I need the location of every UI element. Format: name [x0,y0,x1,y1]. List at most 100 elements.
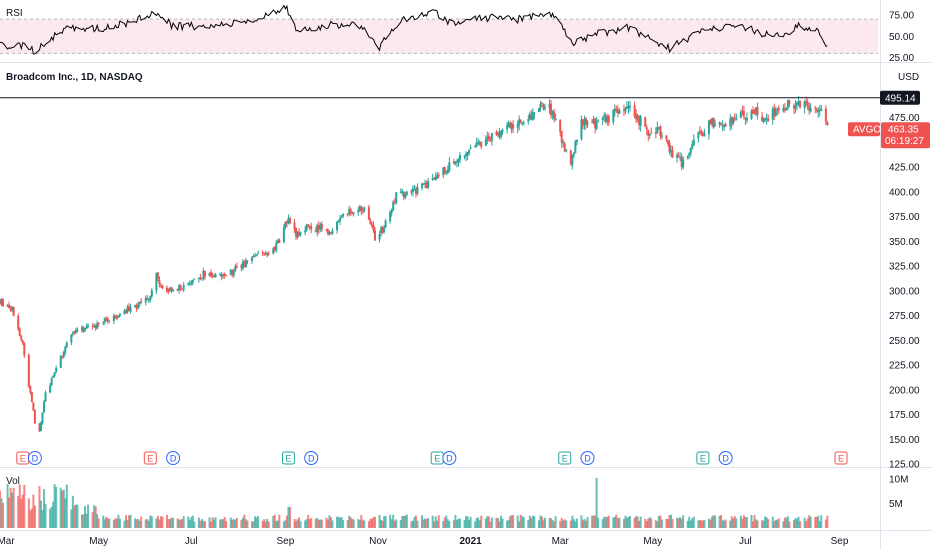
price-axis[interactable]: 125.00 150.00 175.00 200.00 225.00 250.00 275.… [848,10,930,510]
dividend-icon: D [166,451,181,465]
volume-bar [223,516,226,528]
candle-body [478,142,481,144]
volume-bar [446,519,449,528]
candle-body [229,269,232,275]
volume-bar [267,521,270,528]
dividend-icon: D [304,451,319,465]
volume-bar [522,517,525,528]
candle-body [135,304,138,309]
volume-bar [128,515,131,528]
candle-body [2,299,5,307]
candle-body [732,118,735,124]
candle-body [487,135,490,140]
volume-bar [796,518,799,528]
candle-body [475,142,478,147]
candle-body [346,213,349,215]
candle-body [82,326,85,332]
volume-bar [155,518,158,528]
volume-tick-label: 10M [889,474,908,485]
volume-bar [671,518,674,528]
volume-bar [486,516,489,528]
candle-body [49,385,52,393]
volume-bar [97,518,100,528]
volume-bar [378,514,381,528]
candle-body [108,320,111,322]
candle-body [125,311,128,314]
volume-bar [510,515,513,528]
volume-bar [410,521,413,528]
candle-body [455,162,458,164]
candle-body [267,253,270,255]
candle-body [351,212,354,214]
candle-body [671,150,674,158]
volume-bar [422,519,425,528]
candle-body [295,228,298,237]
volume-bar [6,483,9,528]
volume-bar [331,520,334,528]
candle-body [140,300,143,302]
volume-axis-ticks: 5M 10M [889,474,908,510]
volume-pane[interactable]: Vol [0,476,829,528]
volume-bar [806,518,809,528]
time-axis[interactable]: Mar May Jul Sep Nov 2021 Mar May Jul Sep [0,536,849,547]
candle-body [592,119,595,124]
volume-bar [571,515,574,528]
candle-body [52,376,55,378]
volume-bar [537,520,540,528]
candle-body [87,325,90,327]
volume-bar [457,518,460,528]
volume-bar [691,518,694,528]
rsi-tick-label: 25.00 [889,53,914,64]
candle-body [282,227,285,243]
volume-bar [316,517,319,528]
candle-body [720,123,723,125]
candle-body [129,307,132,312]
candle-body [404,194,407,198]
volume-bar [586,517,589,528]
volume-bar [219,519,222,528]
volume-bar [52,501,55,528]
candle-body [616,109,619,114]
volume-bar [405,514,408,528]
candle-body [137,304,140,309]
volume-bar [745,517,748,528]
volume-bar [569,520,572,528]
volume-bar [70,509,73,528]
candle-body [433,178,436,180]
candle-body [477,143,480,145]
volume-bar [125,515,128,528]
candle-body [591,121,594,123]
volume-bar [243,514,246,528]
candle-body [604,115,607,123]
resistance-price-tag[interactable]: 495.14 [880,90,920,105]
rsi-pane[interactable]: RSI [0,4,878,55]
candle-body [316,224,319,233]
volume-bar [284,520,287,528]
volume-bar [59,487,62,528]
candle-body [114,315,117,318]
event-marker-label: D [170,454,177,464]
candle-body [723,125,726,128]
candle-body [336,221,339,231]
volume-bar [317,520,320,528]
candle-body [771,109,774,120]
volume-bar [203,521,206,528]
volume-bar [181,519,184,528]
candle-body [223,273,226,276]
volume-bar [105,516,108,528]
volume-bar [296,519,299,528]
volume-bar [724,519,727,528]
candle-body [325,229,328,231]
candle-body [601,117,604,120]
candle-body [448,162,451,171]
last-price-tags[interactable]: AVGO 463.35 06:19:27 [848,122,930,149]
volume-bar [468,519,471,528]
candle-body [666,140,669,144]
volume-bar [670,514,673,528]
candle-body [794,105,797,108]
volume-bar [369,518,372,528]
volume-bar [43,489,46,528]
candle-body [422,183,425,185]
